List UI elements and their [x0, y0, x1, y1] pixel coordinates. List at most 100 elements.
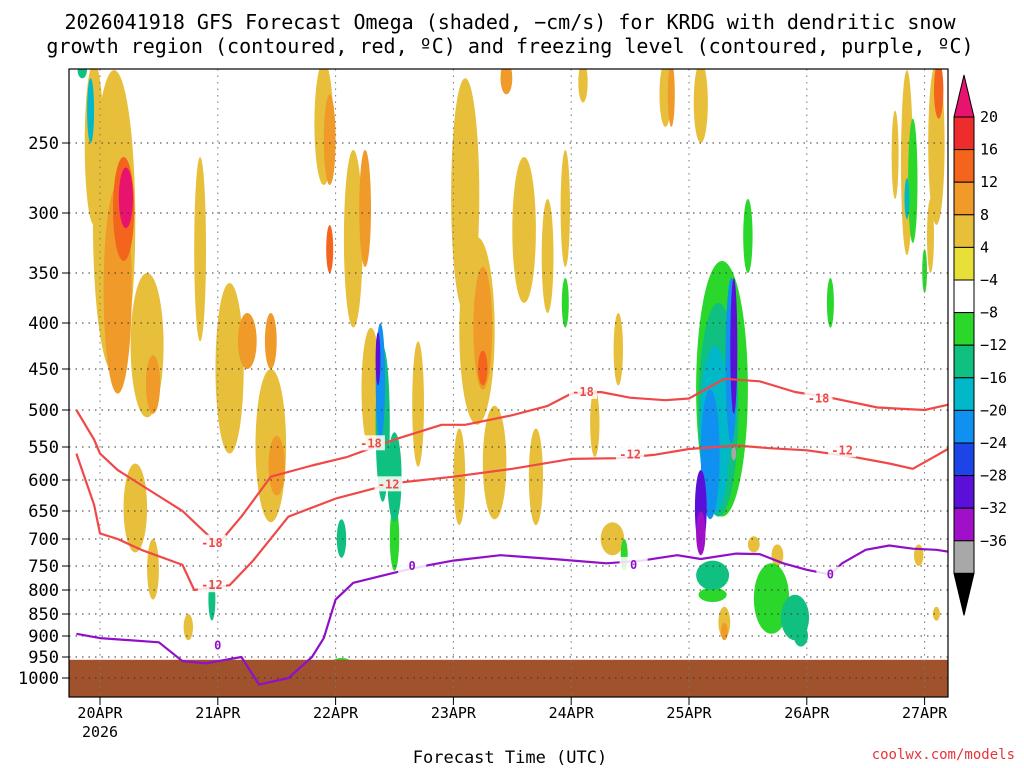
omega-blob — [793, 625, 809, 647]
colorbar-swatch — [953, 214, 975, 248]
surface-band-rect — [69, 659, 948, 697]
contour-label: -18 — [360, 436, 382, 450]
colorbar-swatch — [953, 344, 975, 379]
y-tick-label: 450 — [28, 360, 59, 380]
omega-blob — [667, 69, 675, 127]
omega-blob — [590, 389, 600, 457]
omega-blob — [528, 428, 544, 526]
y-tick-label: 900 — [28, 627, 59, 647]
omega-blob — [389, 504, 400, 571]
surface-terrain-band — [69, 659, 948, 697]
colorbar-top-triangle — [953, 74, 975, 118]
colorbar-swatch — [953, 507, 975, 542]
contour-label-bg — [203, 637, 232, 653]
omega-blob — [473, 267, 493, 390]
y-tick-label: 550 — [28, 438, 59, 458]
x-axis-label: Forecast Time (UTC) — [413, 748, 607, 768]
omega-blob — [478, 350, 488, 386]
y-tick-label: 800 — [28, 581, 59, 601]
y-tick-label: 250 — [28, 134, 59, 154]
x-tick-label: 21APR — [195, 704, 241, 722]
colorbar-tick-label: −20 — [980, 401, 1007, 419]
x-tick-label: 27APR — [902, 704, 948, 722]
x-tick-label: 20APR — [77, 704, 123, 722]
contour-label: -18 — [572, 385, 594, 399]
credit-text: coolwx.com/models — [872, 747, 1015, 763]
y-tick-label: 300 — [28, 204, 59, 224]
colorbar-tick-label: 12 — [980, 173, 998, 191]
colorbar-tick-label: −28 — [980, 467, 1007, 485]
contour-label-bg — [804, 390, 833, 406]
x-tick-year: 2026 — [82, 723, 118, 741]
contour-label: 0 — [630, 558, 637, 572]
omega-blob — [753, 563, 790, 634]
colorbar-swatch — [953, 409, 975, 444]
colorbar-swatch — [953, 149, 975, 183]
colorbar-tick-label: −24 — [980, 434, 1007, 452]
contour-label: -12 — [831, 443, 853, 457]
omega-blob — [268, 435, 285, 496]
omega-blob — [375, 332, 381, 386]
colorbar-tick-label: 16 — [980, 141, 998, 159]
omega-blob — [512, 157, 536, 303]
colorbar-legend: 20 16 12 8 4 −4 −8 −12 −16 −20 −24 −28 −32 −36 — [953, 74, 1007, 616]
contour-label-bg — [568, 383, 597, 399]
omega-blob — [361, 327, 381, 451]
contour-label-bg — [816, 566, 845, 582]
plot-area — [69, 69, 948, 697]
contour-label: -12 — [378, 477, 400, 491]
omega-blob — [323, 94, 336, 185]
omega-blob — [826, 278, 834, 328]
omega-blob — [731, 447, 737, 461]
omega-blob — [613, 313, 623, 386]
omega-blob — [693, 69, 708, 143]
x-tick-label: 24APR — [549, 704, 595, 722]
omega-blob — [743, 199, 753, 273]
omega-blob — [500, 69, 513, 95]
y-tick-label: 400 — [28, 314, 59, 334]
omega-blob — [194, 157, 207, 342]
omega-blob — [730, 278, 738, 414]
colorbar-swatch — [953, 116, 975, 151]
temperature-contours: -18 -18 -18 -18 -12 -12 -12 -12 0 0 0 0 — [75, 377, 948, 686]
omega-blob — [336, 519, 347, 558]
omega-blob — [264, 313, 277, 369]
x-tick-label: 22APR — [313, 704, 359, 722]
colorbar-bottom-triangle — [953, 572, 975, 616]
colorbar-swatch — [953, 475, 975, 509]
x-tick-label: 25APR — [666, 704, 712, 722]
omega-blob — [183, 614, 193, 641]
omega-blob — [359, 150, 371, 267]
omega-blob — [237, 313, 257, 369]
y-tick-label: 750 — [28, 557, 59, 577]
omega-blob — [145, 355, 161, 414]
omega-blob — [118, 167, 133, 229]
omega-blob — [696, 560, 730, 590]
contour-label-bg — [398, 558, 427, 573]
omega-blob — [600, 522, 625, 556]
omega-blob — [215, 283, 244, 454]
colorbar-tick-label: −36 — [980, 532, 1007, 550]
omega-blob — [326, 225, 334, 273]
contour-label: 0 — [827, 568, 834, 582]
omega-blob — [904, 178, 910, 219]
colorbar-tick-label: −4 — [980, 271, 998, 289]
y-tick-label: 700 — [28, 530, 59, 550]
omega-blob — [77, 69, 87, 79]
x-tick-label: 23APR — [431, 704, 477, 722]
y-tick-label: 1000 — [18, 669, 59, 689]
colorbar-swatch — [953, 442, 975, 477]
colorbar-swatch — [953, 540, 975, 574]
omega-blob — [908, 118, 918, 243]
omega-blob — [696, 510, 706, 556]
y-tick-label: 950 — [28, 648, 59, 668]
contour-label-bg — [197, 534, 226, 550]
contour-label-bg — [356, 435, 385, 451]
contour-label: -18 — [808, 392, 830, 406]
omega-blob — [720, 622, 728, 641]
omega-blob — [84, 69, 104, 225]
contour-label-bg — [616, 446, 645, 462]
omega-blob — [934, 69, 944, 119]
omega-blob — [147, 539, 159, 600]
